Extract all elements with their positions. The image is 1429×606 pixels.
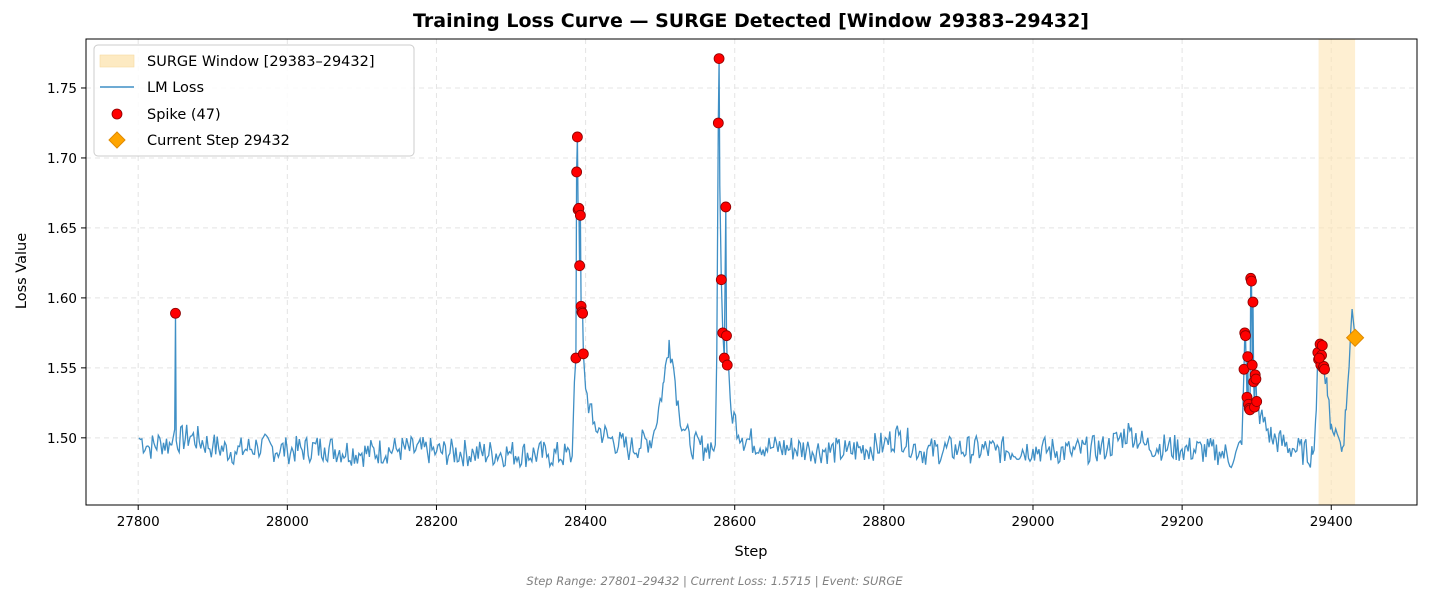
spike-marker [1246, 275, 1257, 287]
spike-marker [577, 348, 589, 360]
spike-marker [170, 307, 181, 319]
spike-marker [1251, 396, 1263, 407]
spike-marker [1246, 359, 1258, 371]
spike-marker [721, 330, 732, 342]
y-tick-label: 1.70 [47, 151, 77, 167]
spike-marker [1240, 330, 1251, 342]
x-tick-label: 27800 [117, 514, 160, 530]
x-tick-label: 28800 [862, 514, 905, 530]
y-tick-label: 1.55 [47, 361, 77, 377]
spike-marker [1316, 340, 1328, 351]
spike-marker [713, 53, 725, 64]
x-tick-label: 29000 [1012, 514, 1055, 530]
spike-marker [712, 117, 724, 129]
spike-marker [1319, 363, 1330, 375]
spike-marker [571, 131, 583, 143]
y-tick-label: 1.75 [47, 81, 77, 97]
legend-spike-swatch [111, 108, 123, 120]
chart-title: Training Loss Curve — SURGE Detected [Wi… [413, 10, 1089, 32]
spike-marker [720, 201, 732, 213]
y-tick-label: 1.65 [47, 221, 77, 237]
x-tick-label: 28200 [415, 514, 458, 530]
spike-marker [1247, 296, 1259, 308]
plot-frame [85, 38, 1418, 506]
legend-label: Current Step 29432 [147, 133, 290, 149]
plot-area [86, 39, 1417, 505]
spike-marker [721, 359, 733, 371]
lm-loss-line [138, 58, 1356, 469]
legend-label: SURGE Window [29383–29432] [147, 54, 375, 70]
legend-current-swatch [108, 131, 126, 149]
x-tick-label: 28000 [266, 514, 309, 530]
x-tick-label: 28600 [713, 514, 756, 530]
legend-label: Spike (47) [147, 107, 221, 123]
spike-marker [715, 274, 727, 286]
legend-label: LM Loss [147, 80, 204, 96]
x-tick-label: 29400 [1310, 514, 1353, 530]
legend-box [93, 44, 415, 157]
spike-marker [574, 260, 586, 272]
y-tick-label: 1.60 [47, 291, 77, 307]
current-step-marker [1345, 328, 1365, 347]
surge-window-band [1318, 39, 1356, 505]
spike-marker [574, 209, 586, 221]
y-axis-label: Loss Value [14, 233, 30, 309]
axes: 27800 28000 28200 28400 28600 28800 29000 29200… [47, 38, 1418, 530]
x-axis-label: Step [734, 544, 767, 560]
y-tick-label: 1.50 [47, 431, 77, 447]
spike-marker [1250, 373, 1262, 385]
x-tick-label: 28400 [564, 514, 607, 530]
spike-marker [577, 307, 589, 319]
x-tick-label: 29200 [1161, 514, 1204, 530]
legend-surge-swatch [99, 54, 135, 68]
legend: SURGE Window [29383–29432] LM Loss Spike (… [93, 44, 415, 157]
spike-marker [1242, 351, 1254, 363]
spike-marker [571, 166, 583, 178]
footer-note: Step Range: 27801–29432 | Current Loss: … [526, 574, 903, 588]
spike-marker [1313, 352, 1325, 364]
